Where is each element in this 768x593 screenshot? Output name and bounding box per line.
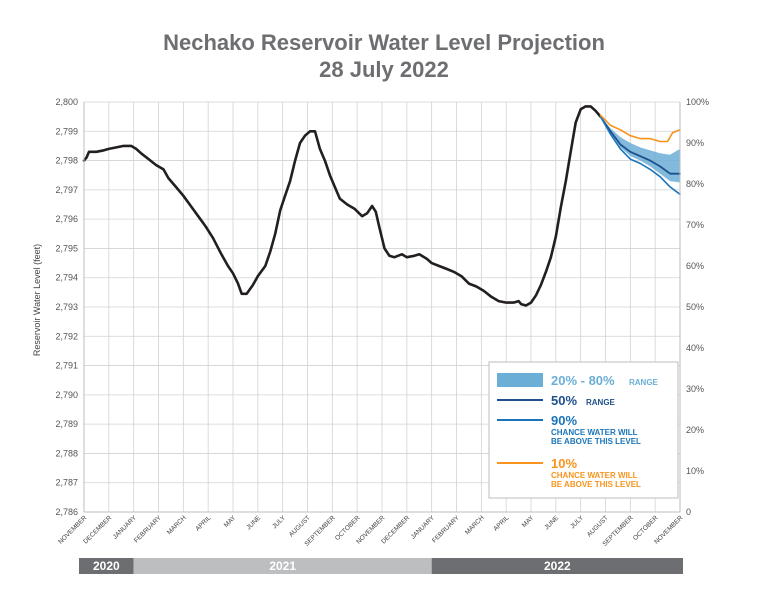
year-bar: 2020 2021 2022 [79, 558, 683, 574]
y-tick-label-left: 2,792 [55, 331, 78, 341]
legend-label-p10: 10% [551, 456, 577, 471]
x-tick-label: AUGUST [586, 514, 610, 538]
legend-label-band: 20% - 80% [551, 373, 615, 388]
x-tick-label: JULY [569, 514, 585, 530]
y-tick-label-right: 70% [686, 220, 704, 230]
series-lines [82, 105, 681, 307]
series-line-p50 [599, 115, 681, 175]
x-tick-label: MAY [223, 514, 238, 529]
series-line-p90 [599, 115, 681, 196]
year-label: 2021 [269, 559, 296, 573]
year-label: 2022 [544, 559, 571, 573]
legend-sublabel-p90-2: BE ABOVE THIS LEVEL [551, 437, 641, 446]
y-tick-label-right: 0 [686, 507, 691, 517]
x-tick-label: AUGUST [288, 514, 312, 538]
legend-label-p50: 50% [551, 393, 577, 408]
y-tick-label-right: 80% [686, 179, 704, 189]
chart-title: Nechako Reservoir Water Level Projection [163, 30, 605, 55]
y-tick-label-left: 2,788 [55, 448, 78, 458]
y-tick-label-left: 2,798 [55, 156, 78, 166]
y-tick-label-right: 90% [686, 138, 704, 148]
y-tick-label-right: 50% [686, 302, 704, 312]
y-tick-label-right: 30% [686, 384, 704, 394]
year-segment [431, 558, 683, 574]
axes [83, 102, 681, 513]
y-axis-right-ticks: 0 10% 20% 30% 40% 50% 60% 70% 80% 90% 100% [686, 97, 709, 517]
y-tick-label-left: 2,799 [55, 126, 78, 136]
y-tick-label-right: 40% [686, 343, 704, 353]
y-tick-label-left: 2,795 [55, 243, 78, 253]
y-tick-label-right: 20% [686, 425, 704, 435]
x-tick-label: JUNE [245, 514, 262, 531]
series-line-p10 [599, 114, 681, 143]
y-tick-label-left: 2,797 [55, 185, 78, 195]
x-tick-label: FEBRUARY [431, 514, 461, 544]
y-tick-label-right: 100% [686, 97, 709, 107]
y-tick-label-right: 10% [686, 466, 704, 476]
x-tick-label: JUNE [543, 514, 560, 531]
y-axis-title: Reservoir Water Level (feet) [32, 244, 42, 356]
x-tick-label: FEBRUARY [133, 514, 163, 544]
y-tick-label-right: 60% [686, 261, 704, 271]
legend-sublabel-band: RANGE [629, 378, 659, 387]
x-tick-label: JULY [271, 514, 287, 530]
x-tick-label: APRIL [492, 514, 511, 533]
y-tick-label-left: 2,791 [55, 361, 78, 371]
legend-sublabel-p10-1: CHANCE WATER WILL [551, 471, 638, 480]
y-tick-label-left: 2,793 [55, 302, 78, 312]
x-tick-label: MAY [521, 514, 536, 529]
x-tick-label: APRIL [194, 514, 213, 533]
legend-sublabel-p90-1: CHANCE WATER WILL [551, 428, 638, 437]
y-tick-label-left: 2,790 [55, 390, 78, 400]
y-tick-label-left: 2,786 [55, 507, 78, 517]
chart-subtitle: 28 July 2022 [319, 57, 449, 82]
y-tick-label-left: 2,796 [55, 214, 78, 224]
y-axis-left-ticks: 2,786 2,787 2,788 2,789 2,790 2,791 2,792 2,793… [55, 97, 78, 517]
y-tick-label-left: 2,787 [55, 478, 78, 488]
year-segment [79, 558, 134, 574]
y-tick-label-left: 2,794 [55, 273, 78, 283]
x-tick-label: MARCH [166, 514, 188, 536]
y-tick-label-left: 2,789 [55, 419, 78, 429]
x-tick-label: MARCH [464, 514, 486, 536]
legend-sublabel-p10-2: BE ABOVE THIS LEVEL [551, 480, 641, 489]
series-line-observed [82, 105, 602, 307]
legend-swatch-band [497, 373, 543, 387]
legend-sublabel-p50: RANGE [586, 398, 616, 407]
year-label: 2020 [93, 559, 120, 573]
y-tick-label-left: 2,800 [55, 97, 78, 107]
legend-label-p90: 90% [551, 413, 577, 428]
year-segment [133, 558, 432, 574]
